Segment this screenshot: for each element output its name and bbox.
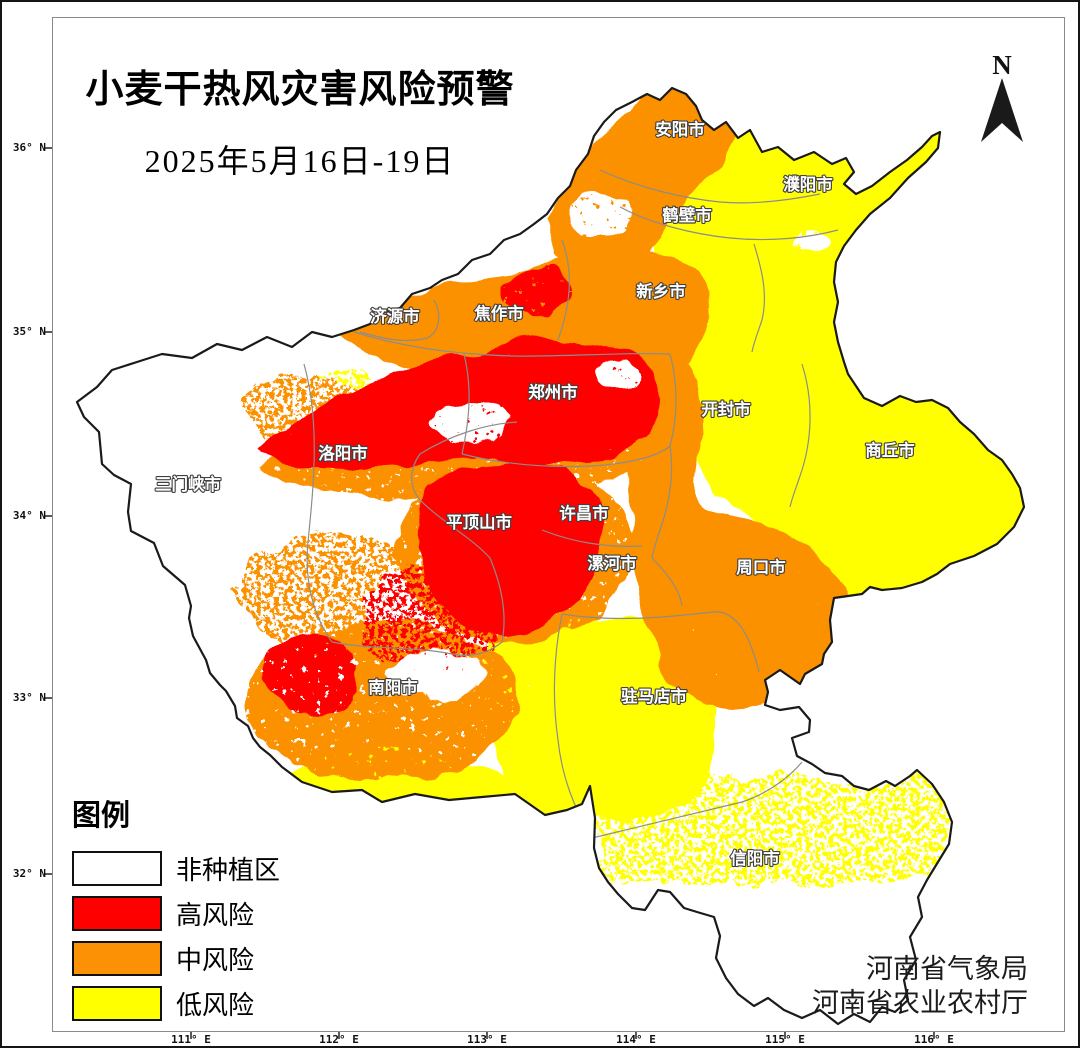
city-label-luohe: 漯河市 bbox=[587, 553, 637, 573]
non-planting-patch bbox=[792, 230, 832, 254]
attribution: 河南省气象局 河南省农业农村厅 bbox=[812, 952, 1028, 1020]
risk-region-low-zhumadian bbox=[484, 616, 715, 818]
legend-swatch-medium-risk bbox=[72, 940, 162, 976]
legend-label-medium-risk: 中风险 bbox=[176, 945, 255, 975]
legend-swatch-non-planting bbox=[72, 850, 162, 886]
city-label-sanmenxia: 三门峡市 bbox=[155, 474, 221, 494]
legend-label-low-risk: 低风险 bbox=[176, 990, 255, 1020]
lat-label-33n: 33° N bbox=[12, 691, 46, 704]
attribution-line2: 河南省农业农村厅 bbox=[812, 988, 1028, 1018]
city-label-luoyang: 洛阳市 bbox=[318, 443, 368, 463]
risk-layer-high bbox=[257, 269, 665, 715]
city-label-jiaozuo: 焦作市 bbox=[473, 303, 524, 323]
prefecture-boundaries bbox=[303, 169, 839, 839]
risk-region-high-nanyang bbox=[266, 632, 360, 715]
lon-label-111e: 111° E bbox=[171, 1033, 211, 1046]
city-label-xuchang: 许昌市 bbox=[559, 503, 609, 523]
map-frame bbox=[52, 17, 1065, 1032]
city-label-xinyang: 信阳市 bbox=[730, 848, 780, 868]
date-range: 2025年5月16日-19日 bbox=[144, 143, 456, 179]
attribution-line1: 河南省气象局 bbox=[866, 954, 1028, 984]
legend-title: 图例 bbox=[72, 800, 131, 832]
city-label-zhumadian: 驻马店市 bbox=[621, 686, 687, 706]
non-planting-patch bbox=[570, 192, 630, 236]
non-planting-patch bbox=[592, 361, 636, 387]
lat-label-35n: 35° N bbox=[12, 325, 46, 338]
legend-item-medium-risk: 中风险 bbox=[72, 940, 280, 976]
legend: 图例 非种植区 高风险 中风险 低风险 bbox=[72, 792, 280, 1030]
legend-item-high-risk: 高风险 bbox=[72, 895, 280, 931]
risk-region-low-xinyang-speckle bbox=[597, 777, 952, 882]
axis-ticks bbox=[45, 147, 935, 1039]
page-title: 小麦干热风灾害风险预警 bbox=[85, 69, 515, 111]
city-label-anyang: 安阳市 bbox=[655, 119, 705, 139]
city-labels: 安阳市 濮阳市 鹤壁市 新乡市 焦作市 济源市 郑州市 开封市 商丘市 洛阳市 … bbox=[154, 118, 916, 869]
risk-region-high-wenxian bbox=[494, 269, 574, 313]
north-arrow-icon bbox=[981, 78, 1023, 142]
lat-label-36n: 36° N bbox=[12, 141, 46, 154]
city-label-zhengzhou: 郑州市 bbox=[528, 382, 578, 402]
city-label-hebi: 鹤壁市 bbox=[662, 205, 712, 225]
city-label-pingdingshan: 平顶山市 bbox=[446, 512, 512, 532]
lon-label-113e: 113° E bbox=[467, 1033, 507, 1046]
lon-label-116e: 116° E bbox=[914, 1033, 954, 1046]
risk-region-high-sw-speckle bbox=[360, 563, 504, 673]
north-arrow: N bbox=[981, 50, 1023, 142]
lat-label-34n: 34° N bbox=[12, 509, 46, 522]
legend-item-non-planting: 非种植区 bbox=[72, 850, 280, 886]
city-label-puyang: 濮阳市 bbox=[783, 174, 833, 194]
legend-item-low-risk: 低风险 bbox=[72, 985, 280, 1021]
city-label-xinxiang: 新乡市 bbox=[636, 281, 686, 301]
province-outline bbox=[75, 86, 1026, 1026]
lon-label-112e: 112° E bbox=[319, 1033, 359, 1046]
city-label-nanyang: 南阳市 bbox=[368, 677, 418, 697]
legend-swatch-high-risk bbox=[72, 895, 162, 931]
city-label-jiyuan: 济源市 bbox=[370, 306, 420, 326]
risk-region-med-column-zhoukou bbox=[630, 355, 849, 711]
non-planting-patch bbox=[384, 648, 484, 700]
legend-label-non-planting: 非种植区 bbox=[176, 855, 281, 885]
lat-label-32n: 32° N bbox=[12, 867, 46, 880]
city-label-zhoukou: 周口市 bbox=[736, 557, 786, 577]
city-label-kaifeng: 开封市 bbox=[701, 399, 751, 419]
lon-label-115e: 115° E bbox=[765, 1033, 805, 1046]
legend-label-high-risk: 高风险 bbox=[176, 900, 255, 930]
north-arrow-label: N bbox=[992, 50, 1012, 80]
city-label-shangqiu: 商丘市 bbox=[865, 440, 915, 460]
non-planting-patch bbox=[428, 402, 512, 442]
non-planting-patches bbox=[384, 192, 832, 700]
legend-swatch-low-risk bbox=[72, 985, 162, 1021]
lon-label-114e: 114° E bbox=[616, 1033, 656, 1046]
